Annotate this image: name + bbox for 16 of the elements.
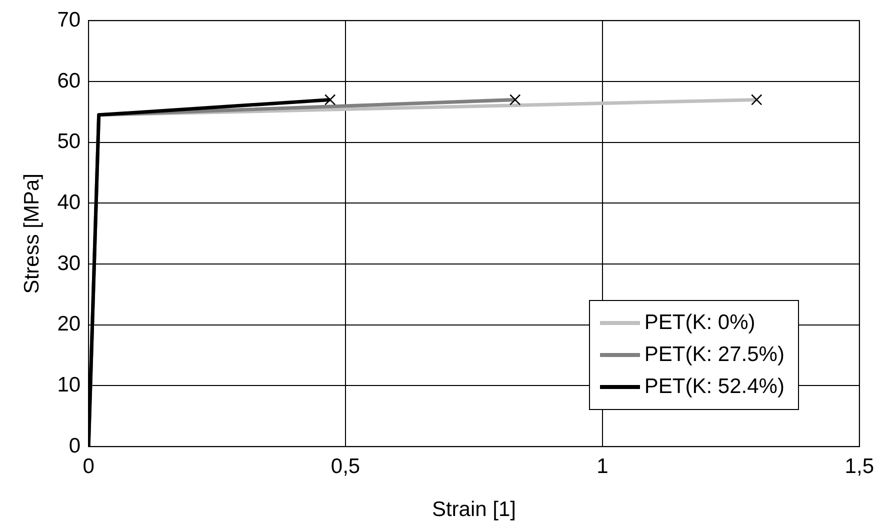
x-tick-label: 1,5 xyxy=(844,454,874,478)
legend-label: PET(K: 0%) xyxy=(644,310,756,335)
y-tick-label: 0 xyxy=(68,434,81,458)
x-axis-title: Strain [1] xyxy=(432,498,516,522)
y-tick-label: 10 xyxy=(57,374,81,397)
x-tick-label: 0,5 xyxy=(330,454,360,478)
y-tick-label: 70 xyxy=(57,8,81,32)
x-tick-label: 1 xyxy=(596,454,608,478)
y-tick-label: 50 xyxy=(57,130,81,154)
y-tick-label: 60 xyxy=(57,69,81,92)
y-tick-label: 20 xyxy=(57,312,81,336)
y-axis-title: Stress [MPa] xyxy=(20,174,44,294)
legend-label: PET(K: 27.5%) xyxy=(644,342,784,367)
y-tick-label: 40 xyxy=(57,190,81,214)
y-tick-label: 30 xyxy=(57,252,81,275)
legend-label: PET(K: 52.4%) xyxy=(644,374,784,399)
